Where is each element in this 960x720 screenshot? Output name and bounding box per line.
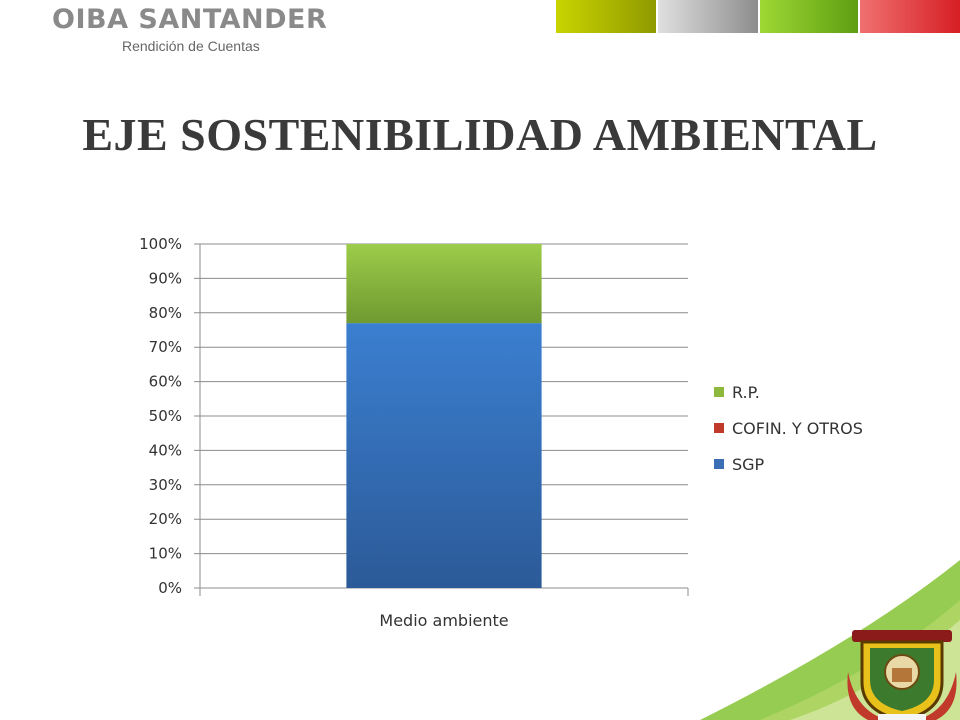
- y-tick-label: 40%: [149, 441, 182, 459]
- x-category-label: Medio ambiente: [379, 611, 508, 630]
- slide-title: EJE SOSTENIBILIDAD AMBIENTAL: [82, 109, 878, 160]
- bar-segment-r-p: [346, 244, 542, 324]
- header-swatch-red: [860, 0, 960, 33]
- y-tick-label: 10%: [149, 545, 182, 563]
- legend-label: R.P.: [732, 383, 760, 402]
- header-swatch-gray: [658, 0, 758, 33]
- y-tick-label: 0%: [158, 579, 182, 597]
- y-tick-label: 50%: [149, 407, 182, 425]
- y-axis-ticks: 0% 10% 20% 30% 40% 50% 60% 70% 80% 90% 100%: [139, 235, 182, 597]
- legend-label: COFIN. Y OTROS: [732, 419, 863, 438]
- chart-legend: R.P. COFIN. Y OTROS SGP: [714, 383, 863, 474]
- y-tick-label: 70%: [149, 338, 182, 356]
- y-tick-label: 30%: [149, 476, 182, 494]
- brand-name: OIBA SANTANDER: [52, 4, 328, 35]
- legend-swatch: [714, 423, 724, 433]
- brand-subtitle: Rendición de Cuentas: [122, 38, 260, 54]
- legend-swatch: [714, 387, 724, 397]
- legend-label: SGP: [732, 455, 765, 474]
- y-tick-label: 90%: [149, 269, 182, 287]
- chart-axes: [199, 244, 689, 596]
- header-swatch-olive: [556, 0, 656, 33]
- chart-bars: [346, 244, 542, 588]
- y-tick-label: 20%: [149, 510, 182, 528]
- coat-of-arms-icon: [847, 630, 957, 720]
- y-tick-label: 60%: [149, 373, 182, 391]
- legend-swatch: [714, 459, 724, 469]
- header-swatch-green: [760, 0, 858, 33]
- bar-segment-sgp: [346, 323, 542, 588]
- x-axis-labels: Medio ambiente: [379, 611, 508, 630]
- y-tick-label: 100%: [139, 235, 182, 253]
- y-tick-label: 80%: [149, 304, 182, 322]
